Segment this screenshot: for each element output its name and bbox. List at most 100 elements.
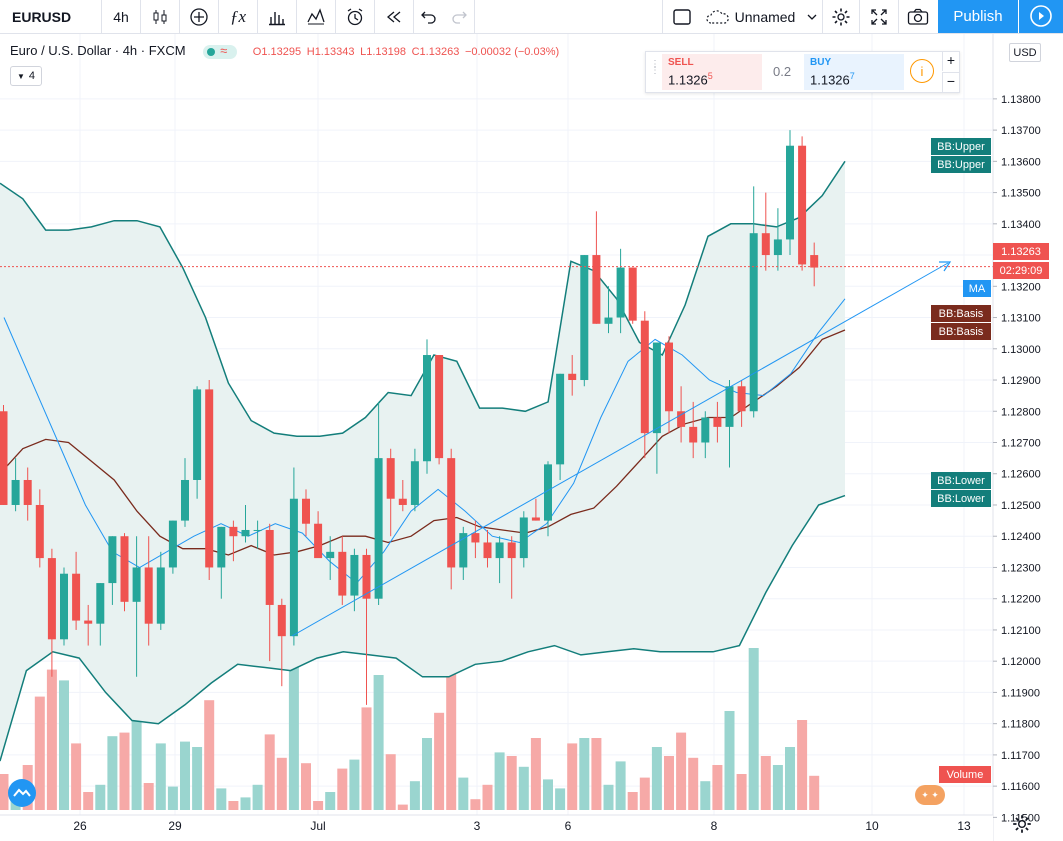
candle-body (798, 145, 807, 265)
volume-bar (785, 747, 795, 810)
status-dot (207, 47, 216, 56)
sell-button[interactable]: SELL 1.13265 (662, 54, 762, 90)
volume-bar (143, 783, 154, 810)
drag-handle-icon[interactable]: ⋮ ⋮ (650, 59, 660, 76)
price-tick-label: 1.13000 (1001, 344, 1041, 356)
price-tick-label: 1.11800 (1001, 719, 1040, 731)
interval-button[interactable]: 4h (102, 0, 140, 33)
price-chart[interactable]: 1.138001.137001.136001.135001.134001.133… (0, 34, 1063, 841)
time-tick-label: 29 (168, 819, 182, 833)
time-tick-label: 3 (474, 819, 481, 833)
price-axis[interactable]: 1.138001.137001.136001.135001.134001.133… (992, 34, 1063, 841)
ma-line (3, 298, 846, 584)
settings-button[interactable] (823, 0, 859, 33)
volume-bar (555, 788, 566, 810)
financials-button[interactable] (258, 0, 296, 33)
bb-basis-tag: BB:Basis (931, 305, 991, 322)
price-tick-label: 1.13200 (1001, 281, 1041, 293)
chart-type-button[interactable] (141, 0, 179, 33)
price-tick-label: 1.11700 (1001, 750, 1040, 762)
volume-bar (240, 797, 251, 810)
candle-body (640, 320, 649, 434)
buy-label: BUY (810, 57, 832, 68)
volume-bar (458, 777, 469, 810)
candle-body (229, 526, 238, 537)
compare-button[interactable] (180, 0, 218, 33)
time-axis[interactable]: 26 29 Jul 3 6 8 10 13 (0, 814, 993, 841)
candle-body (423, 355, 431, 462)
buy-button[interactable]: BUY 1.13267 (804, 54, 904, 90)
volume-bar (434, 712, 445, 810)
candle-body (628, 267, 637, 321)
axis-settings-button[interactable] (1011, 813, 1035, 837)
volume-bar (361, 707, 372, 810)
alert-button[interactable] (336, 0, 374, 33)
templates-button[interactable] (297, 0, 335, 33)
maximize-button[interactable] (860, 0, 898, 33)
currency-label[interactable]: USD (1009, 43, 1041, 62)
volume-bar (204, 700, 215, 810)
candle-body (108, 536, 117, 584)
publish-label: Publish (953, 8, 1003, 25)
volume-bar (264, 734, 275, 810)
bb-basis-tag-2: BB:Basis (931, 323, 991, 340)
indicators-button[interactable]: ƒx (219, 0, 257, 33)
volume-bar (46, 669, 57, 810)
buy-sell-panel: ⋮ ⋮ SELL 1.13265 0.2 BUY 1.13267 i + − (645, 51, 960, 93)
top-toolbar: EURUSD 4h ƒx Unnamed (0, 0, 1063, 34)
candle-body (580, 255, 589, 381)
candle-body (35, 504, 44, 559)
volume-bar (337, 768, 348, 810)
plus-icon[interactable]: + (942, 52, 959, 71)
symbol-label: EURUSD (12, 8, 72, 25)
publish-button[interactable]: Publish (938, 0, 1018, 33)
volume-bar (325, 792, 336, 810)
last-price-tag: 1.13263 (993, 243, 1049, 260)
candle-body (120, 536, 129, 602)
layout-name: Unnamed (734, 8, 796, 25)
candle-body (689, 426, 698, 443)
bb-fill (0, 161, 845, 762)
volume-bars (0, 630, 820, 810)
volume-bar (809, 775, 820, 810)
volume-bar (482, 784, 493, 810)
volume-bar (409, 781, 420, 810)
price-tick-label: 1.11900 (1001, 687, 1040, 699)
snapshot-button[interactable] (899, 0, 937, 33)
volume-bar (712, 765, 723, 810)
candle-body (495, 542, 504, 559)
candle-body (556, 373, 565, 465)
candle-body (519, 517, 528, 559)
trend-arrowhead (939, 261, 952, 272)
volume-bar (506, 756, 517, 810)
undo-button[interactable] (414, 0, 444, 33)
candle-body (96, 583, 105, 624)
ideas-stream-button[interactable] (1019, 0, 1063, 33)
volume-bar (119, 732, 130, 810)
replay-button[interactable] (375, 0, 413, 33)
symbol-search-button[interactable]: EURUSD (0, 0, 112, 33)
fullscreen-toggle[interactable] (663, 0, 701, 33)
candle-body (410, 461, 419, 505)
info-icon[interactable]: i (910, 59, 934, 83)
events-icon[interactable]: ✦ ✦ (915, 785, 945, 805)
eye-toggle[interactable]: ≈ (203, 43, 238, 59)
undo-icon (421, 11, 436, 24)
series-legend: Euro / U.S. Dollar · 4h · FXCM ≈ O1.1329… (10, 43, 559, 59)
layout-menu-button[interactable]: Unnamed (702, 0, 822, 33)
volume-bar (724, 711, 735, 810)
price-axis-bg (993, 34, 1063, 841)
ohlc-low: L1.13198 (360, 46, 406, 58)
candle-body (362, 554, 371, 599)
volume-bar (0, 774, 9, 810)
candle-body (616, 267, 625, 318)
candle-body (60, 573, 68, 640)
volume-bar (543, 779, 553, 810)
chevron-down-icon (807, 14, 817, 20)
minus-icon[interactable]: − (942, 72, 959, 92)
cloud-icon (706, 9, 729, 24)
redo-button[interactable] (444, 0, 474, 33)
indicator-count: 4 (28, 70, 36, 82)
indicators-collapse-button[interactable]: ▼ 4 (10, 66, 42, 86)
price-tick-label: 1.12000 (1001, 656, 1041, 668)
